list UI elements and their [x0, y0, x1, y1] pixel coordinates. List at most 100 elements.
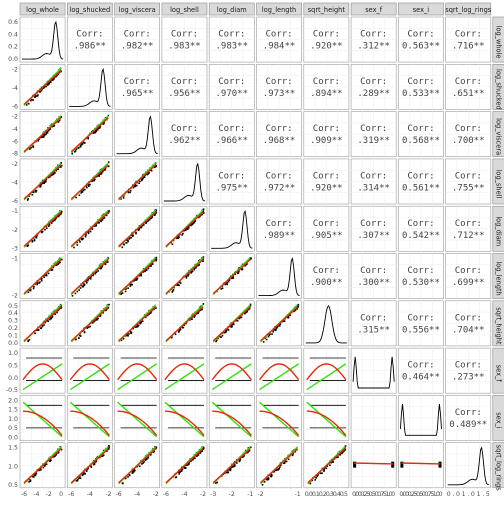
x-tick-label: 0.000.250.500.751.00 — [399, 491, 442, 498]
panel-9-7 — [350, 442, 397, 489]
smooth-fit — [118, 448, 157, 484]
scatter-points — [309, 357, 346, 381]
corr-value: 0.489** — [449, 420, 487, 430]
row-label-sqrt_height: sqrt_height — [494, 307, 502, 345]
corr-value: .894** — [310, 89, 343, 99]
panel-3-3 — [161, 158, 208, 205]
corr-value: .312** — [357, 42, 390, 52]
panel-9-3 — [161, 442, 208, 489]
corr-value: .989** — [263, 231, 296, 241]
smooth-fit — [70, 448, 109, 484]
smooth-fit — [23, 410, 63, 436]
y-tick-label: -6 — [12, 103, 18, 110]
panel-9-6 — [303, 442, 350, 489]
linear-fit — [211, 401, 252, 438]
row-label-log_viscera: log_viscera — [494, 118, 502, 155]
smooth-fit — [258, 363, 300, 381]
panel-7-8: Corr: 0.464** — [398, 347, 444, 394]
linear-fit — [69, 363, 110, 391]
corr-label: Corr: — [407, 313, 434, 323]
column-strip-log_diam: log_diam — [208, 2, 255, 16]
corr-value: 0.533** — [402, 89, 440, 99]
column-label-log_shucked: log_shucked — [70, 6, 111, 14]
smooth-fit — [212, 306, 251, 342]
panel-6-1 — [67, 300, 113, 347]
panel-8-7 — [350, 395, 397, 441]
panel-4-4 — [208, 205, 255, 252]
row-strip-log_shucked: log_shucked — [492, 64, 504, 110]
smooth-fit — [70, 410, 110, 436]
y-tick-label: 0.5 — [8, 303, 18, 310]
row-strip-sqrt_log_rings: sqrt_log_rings — [492, 442, 504, 491]
panel-0-2: Corr: .982** — [114, 16, 160, 63]
smooth-fit — [165, 306, 204, 342]
panel-2-8: Corr: 0.568** — [398, 111, 444, 157]
corr-label: Corr: — [360, 219, 387, 229]
smooth-fit — [23, 211, 62, 247]
panel-0-8: Corr: 0.563** — [398, 16, 444, 63]
linear-fit — [306, 363, 347, 391]
x-tick-label: -6 — [163, 491, 169, 498]
smooth-fit — [164, 363, 205, 381]
panel-3-0 — [19, 158, 66, 205]
row-strip-log_whole: log_whole — [492, 16, 504, 63]
y-tick-label: 0.2 — [8, 325, 18, 332]
panel-0-6: Corr: .920** — [303, 16, 350, 63]
y-tick-label: 0.4 — [8, 310, 18, 317]
density-curve — [305, 304, 347, 344]
corr-label: Corr: — [455, 266, 482, 276]
corr-label: Corr: — [407, 77, 434, 87]
panel-5-1 — [67, 253, 113, 299]
linear-fit — [211, 363, 252, 391]
corr-label: Corr: — [455, 408, 482, 418]
scatter-points — [73, 357, 110, 381]
corr-label: Corr: — [266, 124, 293, 134]
panel-6-5 — [256, 300, 302, 347]
y-tick-label: -1 — [12, 208, 18, 215]
column-label-log_diam: log_diam — [217, 6, 247, 14]
corr-value: .983** — [168, 42, 201, 52]
y-tick-label: -4 — [12, 126, 18, 133]
scatter-points — [400, 461, 442, 468]
corr-label: Corr: — [171, 124, 198, 134]
y-tick-label: -3 — [12, 245, 18, 252]
density-curve — [258, 257, 300, 297]
smooth-fit — [165, 211, 204, 247]
corr-label: Corr: — [360, 171, 387, 181]
panel-8-1 — [67, 395, 113, 441]
x-tick-label: -6 — [116, 491, 122, 498]
y-tick-label: 0.2 — [8, 44, 18, 51]
column-label-sqrt_height: sqrt_height — [308, 6, 346, 14]
row-label-sqrt_log_rings: sqrt_log_rings — [494, 445, 502, 491]
corr-label: Corr: — [455, 171, 482, 181]
panel-5-4 — [208, 253, 255, 299]
panel-7-3 — [161, 347, 208, 394]
panel-8-8 — [398, 395, 444, 441]
linear-fit — [259, 401, 300, 438]
x-tick-label: -2 — [229, 491, 235, 498]
column-label-log_whole: log_whole — [26, 6, 59, 14]
y-tick-label: -6 — [12, 198, 18, 205]
corr-value: .920** — [310, 183, 343, 193]
smooth-fit — [118, 164, 157, 200]
panel-9-5 — [256, 442, 302, 489]
column-label-sqrt_log_rings: sqrt_log_rings — [445, 6, 491, 14]
y-tick-label: -1 — [12, 256, 18, 263]
panel-6-6 — [303, 300, 350, 347]
panel-3-8: Corr: 0.561** — [398, 158, 444, 205]
x-tick-label: 0.00.10.20.30.40.5 — [305, 491, 348, 498]
panel-4-6: Corr: .905** — [303, 205, 350, 252]
smooth-fit — [118, 258, 157, 295]
panel-1-2: Corr: .965** — [114, 64, 160, 110]
smooth-fit — [23, 306, 62, 342]
panel-3-2 — [114, 158, 160, 205]
panel-3-7: Corr: .314** — [350, 158, 397, 205]
linear-fit — [259, 363, 299, 391]
corr-value: .300** — [357, 278, 390, 288]
column-strip-log_length: log_length — [256, 2, 302, 16]
smooth-fit — [70, 164, 109, 200]
y-tick-label: 0.0 — [8, 56, 18, 63]
corr-value: 0.563** — [402, 42, 440, 52]
smooth-fit — [259, 410, 300, 436]
panel-1-6: Corr: .894** — [303, 64, 350, 110]
